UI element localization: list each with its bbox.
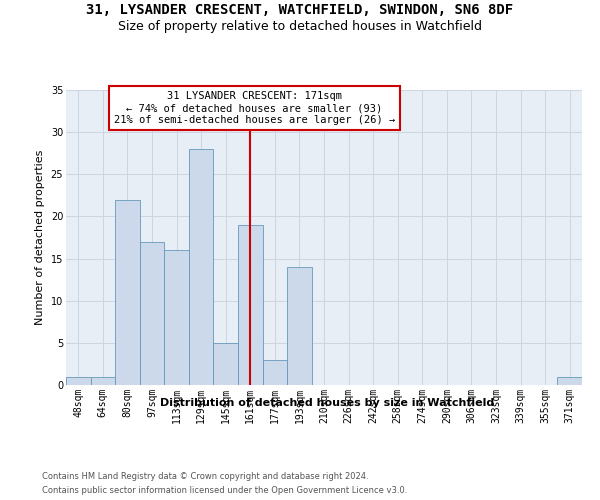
Bar <box>287 267 312 385</box>
Text: Distribution of detached houses by size in Watchfield: Distribution of detached houses by size … <box>160 398 494 407</box>
Bar <box>115 200 140 385</box>
Y-axis label: Number of detached properties: Number of detached properties <box>35 150 45 325</box>
Text: 31, LYSANDER CRESCENT, WATCHFIELD, SWINDON, SN6 8DF: 31, LYSANDER CRESCENT, WATCHFIELD, SWIND… <box>86 2 514 16</box>
Bar <box>557 376 582 385</box>
Text: Size of property relative to detached houses in Watchfield: Size of property relative to detached ho… <box>118 20 482 33</box>
Bar <box>263 360 287 385</box>
Bar <box>140 242 164 385</box>
Text: Contains HM Land Registry data © Crown copyright and database right 2024.: Contains HM Land Registry data © Crown c… <box>42 472 368 481</box>
Bar <box>238 225 263 385</box>
Bar <box>66 376 91 385</box>
Text: Contains public sector information licensed under the Open Government Licence v3: Contains public sector information licen… <box>42 486 407 495</box>
Bar <box>189 149 214 385</box>
Bar <box>164 250 189 385</box>
Bar <box>91 376 115 385</box>
Text: 31 LYSANDER CRESCENT: 171sqm
← 74% of detached houses are smaller (93)
21% of se: 31 LYSANDER CRESCENT: 171sqm ← 74% of de… <box>114 92 395 124</box>
Bar <box>214 343 238 385</box>
